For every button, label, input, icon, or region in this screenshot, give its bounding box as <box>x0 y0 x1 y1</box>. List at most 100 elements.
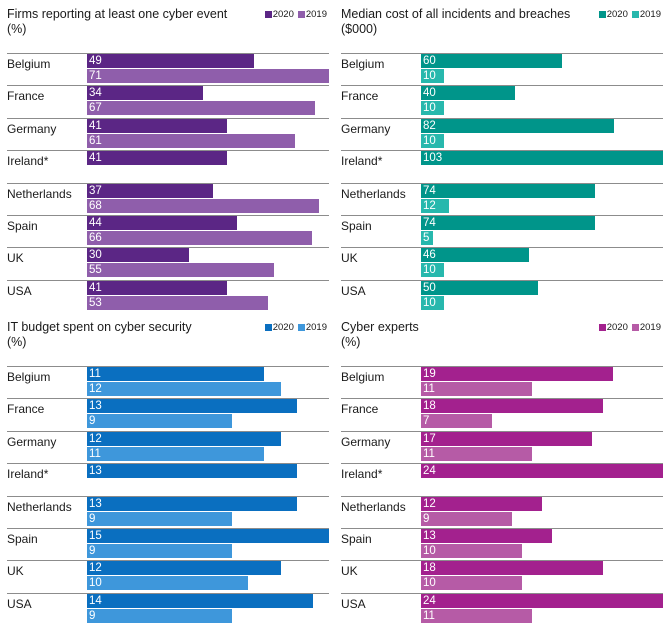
bar-2020: 15 <box>87 529 329 543</box>
chart-legend: 2020 2019 <box>595 9 661 20</box>
row-divider <box>7 430 329 432</box>
bar-2020: 41 <box>87 151 227 166</box>
chart-row: Germany 41 61 <box>7 117 329 150</box>
row-divider <box>7 279 329 281</box>
row-divider <box>341 215 663 216</box>
bar-2020: 74 <box>421 216 595 230</box>
country-label: Netherlands <box>341 499 406 514</box>
country-label: Germany <box>7 121 57 136</box>
chart-row: Ireland* 24 <box>341 463 663 495</box>
country-label: USA <box>341 596 366 611</box>
bar-value-label: 15 <box>89 530 102 542</box>
bar-value-label: 82 <box>423 119 436 132</box>
bar-2019: 71 <box>87 69 329 83</box>
bar-2019: 5 <box>421 231 433 245</box>
country-label: France <box>341 89 379 104</box>
bar-value-label: 18 <box>423 400 436 413</box>
bar-value-label: 67 <box>89 102 102 115</box>
bar-value-label: 12 <box>423 199 436 212</box>
country-label: Belgium <box>341 370 385 384</box>
chart-panel: Median cost of all incidents and breache… <box>341 0 663 310</box>
legend-item: 2019 <box>297 322 327 333</box>
bar-2019: 10 <box>421 101 444 116</box>
row-divider <box>7 117 329 119</box>
country-label: Ireland* <box>341 154 383 169</box>
chart-row: Spain 13 10 <box>341 528 663 560</box>
row-divider <box>341 117 663 119</box>
bar-value-label: 60 <box>423 55 436 67</box>
bar-value-label: 10 <box>423 296 436 309</box>
bar-2020: 18 <box>421 561 603 576</box>
bar-2019: 12 <box>421 198 449 213</box>
legend-label: 2020 <box>606 322 628 333</box>
row-divider <box>7 182 329 184</box>
chart-row: USA 24 11 <box>341 592 663 625</box>
row-divider <box>7 463 329 465</box>
bar-value-label: 10 <box>423 264 436 277</box>
bar-2020: 13 <box>87 464 297 479</box>
legend-swatch <box>264 324 272 331</box>
bar-value-label: 14 <box>89 594 102 607</box>
bar-2020: 49 <box>87 54 254 68</box>
chart-row: UK 30 55 <box>7 247 329 279</box>
bar-2020: 17 <box>421 431 592 446</box>
bar-2020: 44 <box>87 216 237 230</box>
bar-value-label: 71 <box>89 70 102 82</box>
bar-value-label: 9 <box>89 512 96 525</box>
legend-item: 2020 <box>264 322 294 333</box>
chart-title: IT budget spent on cyber security <box>7 320 192 334</box>
row-divider <box>7 366 329 367</box>
chart-row: Germany 17 11 <box>341 430 663 463</box>
row-divider <box>7 247 329 249</box>
bar-2020: 46 <box>421 248 529 263</box>
chart-row: Belgium 11 12 <box>7 366 329 398</box>
chart-row: USA 50 10 <box>341 279 663 312</box>
legend-swatch <box>264 11 272 18</box>
chart-row: Ireland* 103 <box>341 150 663 182</box>
bar-value-label: 11 <box>423 447 435 460</box>
country-label: Ireland* <box>7 467 49 482</box>
bar-value-label: 61 <box>89 134 102 147</box>
bar-2019: 10 <box>421 576 522 591</box>
bar-value-label: 41 <box>89 281 102 294</box>
chart-unit: (%) <box>341 335 361 349</box>
bar-value-label: 10 <box>89 577 102 590</box>
row-divider <box>7 53 329 54</box>
bar-2020: 12 <box>87 431 281 446</box>
country-label: Ireland* <box>7 154 49 169</box>
bar-value-label: 7 <box>423 415 430 428</box>
bar-value-label: 17 <box>423 432 436 445</box>
country-label: UK <box>7 251 24 266</box>
legend-label: 2020 <box>606 9 628 20</box>
row-divider <box>7 215 329 216</box>
legend-item: 2019 <box>297 9 327 20</box>
row-divider <box>341 182 663 184</box>
row-divider <box>341 279 663 281</box>
country-label: France <box>7 402 45 417</box>
legend-label: 2020 <box>272 9 294 20</box>
country-label: Netherlands <box>7 186 72 201</box>
bar-value-label: 19 <box>423 368 436 380</box>
bar-value-label: 50 <box>423 281 436 294</box>
chart-legend: 2020 2019 <box>595 322 661 333</box>
bar-value-label: 11 <box>423 383 435 395</box>
bar-2020: 24 <box>421 464 663 479</box>
bar-value-label: 40 <box>423 87 436 100</box>
row-divider <box>341 247 663 249</box>
legend-swatch <box>598 324 606 331</box>
bar-2020: 60 <box>421 54 562 68</box>
bar-2020: 14 <box>87 593 313 608</box>
country-label: UK <box>341 251 358 266</box>
bar-value-label: 30 <box>89 249 102 262</box>
bar-2020: 30 <box>87 248 189 263</box>
bar-2020: 74 <box>421 183 595 198</box>
country-label: Germany <box>341 434 391 449</box>
legend-item: 2019 <box>631 9 661 20</box>
bar-value-label: 12 <box>423 497 436 510</box>
chart-unit: (%) <box>7 22 27 36</box>
bar-2020: 13 <box>421 529 552 543</box>
row-divider <box>341 560 663 562</box>
bar-2020: 41 <box>87 280 227 295</box>
country-label: UK <box>7 564 24 579</box>
country-label: Netherlands <box>7 499 72 514</box>
